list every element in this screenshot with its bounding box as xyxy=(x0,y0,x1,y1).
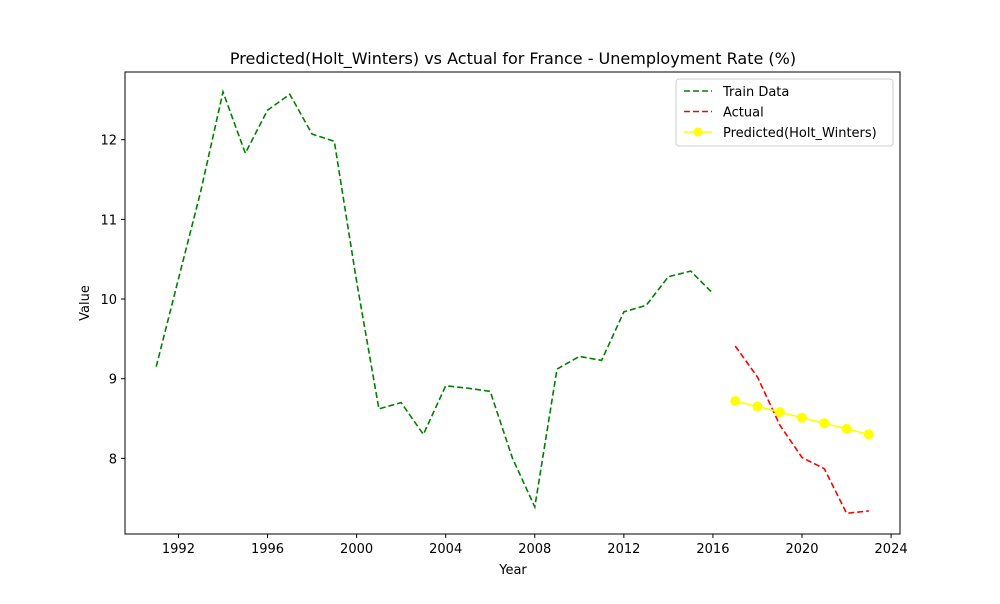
x-axis: 1992 1996 2000 2004 2008 2012 2016 2020 2024 xyxy=(162,534,908,557)
series-layer xyxy=(155,89,874,515)
data-point-predicted-holt-winters xyxy=(730,395,741,406)
x-tick-label: 1992 xyxy=(162,542,195,557)
data-point-predicted-holt-winters xyxy=(752,401,763,412)
x-tick-label: 2004 xyxy=(429,542,462,557)
plot-area xyxy=(124,71,901,535)
series-line-train-data xyxy=(155,89,714,510)
legend-label-predicted-holt-winters: Predicted(Holt_Winters) xyxy=(723,126,877,141)
legend-marker-predicted-holt-winters xyxy=(693,127,703,137)
legend-box xyxy=(675,78,894,147)
x-tick-label: 1996 xyxy=(251,542,284,557)
x-tick-label: 2016 xyxy=(696,542,729,557)
y-tick-label: 8 xyxy=(109,452,117,467)
x-tick-label: 2024 xyxy=(875,542,908,557)
data-point-predicted-holt-winters xyxy=(819,418,830,429)
x-axis-label: Year xyxy=(498,563,527,578)
legend-label-train-data: Train Data xyxy=(722,85,789,100)
x-tick-label: 2020 xyxy=(785,542,818,557)
data-point-predicted-holt-winters xyxy=(797,412,808,423)
series-line-actual xyxy=(734,345,869,515)
y-tick-label: 11 xyxy=(100,213,117,228)
chart-title: Predicted(Holt_Winters) vs Actual for Fr… xyxy=(230,49,796,69)
y-tick-label: 12 xyxy=(100,134,117,149)
x-tick-label: 2008 xyxy=(518,542,551,557)
y-axis: 8 9 10 11 12 xyxy=(100,134,125,467)
x-tick-label: 2012 xyxy=(607,542,640,557)
y-tick-label: 10 xyxy=(100,293,117,308)
legend-label-actual: Actual xyxy=(723,106,764,121)
y-axis-label: Value xyxy=(78,285,93,321)
data-point-predicted-holt-winters xyxy=(774,407,785,418)
y-tick-label: 9 xyxy=(109,373,117,388)
x-tick-label: 2000 xyxy=(340,542,373,557)
legend: Train Data Actual Predicted(Holt_Winters) xyxy=(675,78,894,147)
data-point-predicted-holt-winters xyxy=(841,423,852,434)
data-point-predicted-holt-winters xyxy=(863,429,874,440)
